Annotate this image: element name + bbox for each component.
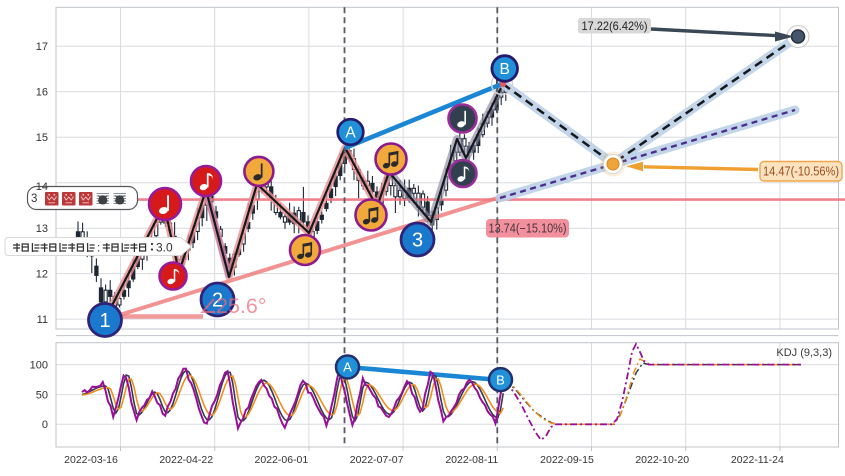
svg-text:0: 0 — [42, 419, 48, 431]
svg-text:KDJ (9,3,3): KDJ (9,3,3) — [776, 347, 832, 359]
svg-text:3: 3 — [412, 230, 423, 252]
svg-text:100: 100 — [30, 359, 48, 371]
svg-text:A: A — [343, 360, 352, 375]
svg-text:11: 11 — [37, 314, 48, 326]
svg-text:2022-09-15: 2022-09-15 — [540, 454, 594, 466]
svg-text:2: 2 — [212, 290, 223, 312]
svg-text:B: B — [500, 61, 510, 78]
svg-text:13.74(−15.10%): 13.74(−15.10%) — [489, 222, 567, 236]
svg-text:15: 15 — [36, 132, 48, 144]
svg-text:13: 13 — [36, 223, 48, 235]
svg-text:3: 3 — [31, 193, 37, 205]
svg-text:1: 1 — [99, 310, 110, 332]
svg-text:A: A — [345, 125, 356, 142]
svg-text:2022-08-11: 2022-08-11 — [445, 454, 498, 466]
svg-text:2022-11-24: 2022-11-24 — [731, 454, 784, 466]
svg-text:2022-03-16: 2022-03-16 — [64, 454, 118, 466]
svg-text::: : — [97, 243, 100, 255]
svg-text:B: B — [496, 372, 505, 387]
svg-text:2022-10-20: 2022-10-20 — [635, 454, 689, 466]
svg-text:14: 14 — [36, 181, 48, 193]
svg-text:25.6°: 25.6° — [216, 294, 266, 318]
svg-text:17: 17 — [36, 41, 48, 53]
svg-text:14.47(-10.56%): 14.47(-10.56%) — [763, 165, 839, 179]
svg-text:3.0: 3.0 — [156, 241, 173, 255]
svg-text:16: 16 — [36, 87, 48, 99]
svg-text:2022-04-22: 2022-04-22 — [159, 454, 213, 466]
svg-text:17.22(6.42%): 17.22(6.42%) — [582, 19, 648, 33]
svg-text:12: 12 — [36, 268, 48, 280]
svg-text:50: 50 — [36, 389, 48, 401]
svg-text:2022-07-07: 2022-07-07 — [350, 454, 404, 466]
svg-text:2022-06-01: 2022-06-01 — [255, 454, 309, 466]
